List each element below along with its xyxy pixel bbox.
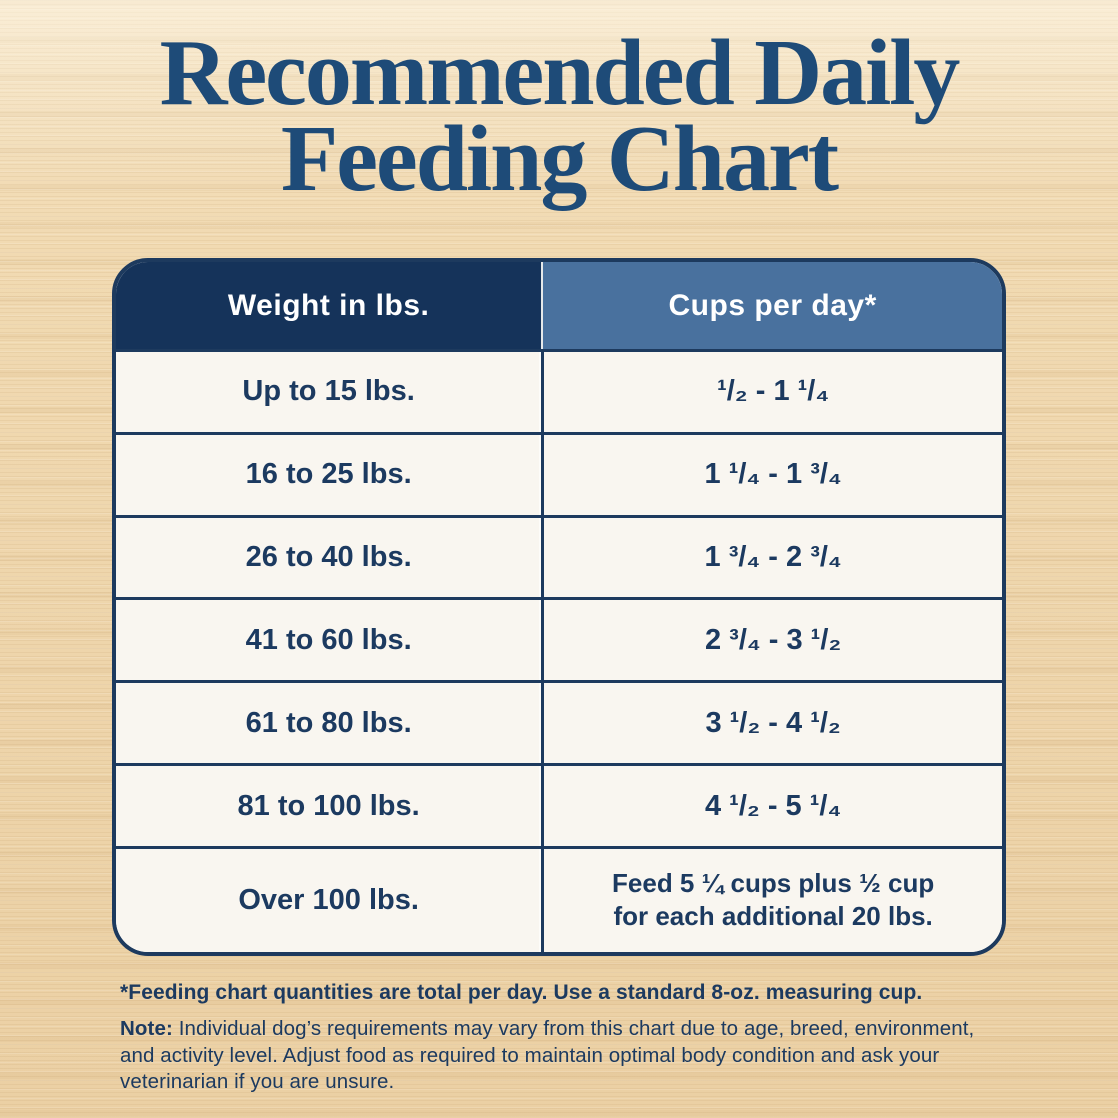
table-row: 81 to 100 lbs. 4 ¹/₂ - 5 ¹/₄	[116, 763, 1002, 846]
table-row: 16 to 25 lbs. 1 ¹/₄ - 1 ³/₄	[116, 431, 1002, 515]
footnotes: *Feeding chart quantities are total per …	[120, 981, 1006, 1096]
weight-cell: Over 100 lbs.	[116, 848, 545, 952]
cups-cell: 4 ¹/₂ - 5 ¹/₄	[544, 766, 1002, 846]
footnote-asterisk: *Feeding chart quantities are total per …	[120, 981, 923, 1004]
table-row: Up to 15 lbs. ¹/₂ - 1 ¹/₄	[116, 349, 1002, 432]
table-header-row: Weight in lbs. Cups per day*	[116, 262, 1002, 349]
table-row: 26 to 40 lbs. 1 ³/₄ - 2 ³/₄	[116, 514, 1002, 598]
weight-cell: 81 to 100 lbs.	[116, 766, 545, 846]
page-title-line-1: Recommended Daily	[159, 21, 961, 125]
cups-cell: 3 ¹/₂ - 4 ¹/₂	[544, 683, 1002, 764]
feeding-table: Weight in lbs. Cups per day* Up to 15 lb…	[112, 258, 1006, 956]
cups-cell: 1 ¹/₄ - 1 ³/₄	[544, 434, 1002, 515]
header-cell-weight: Weight in lbs.	[116, 262, 542, 349]
table-row: Over 100 lbs. Feed 5 ¼ cups plus ½ cup f…	[116, 845, 1002, 952]
note-text: Individual dog’s requirements may vary f…	[120, 1017, 975, 1094]
page-title: Recommended Daily Feeding Chart	[0, 21, 1118, 212]
table-row: 61 to 80 lbs. 3 ¹/₂ - 4 ¹/₂	[116, 680, 1002, 764]
footnote-note: Note: Individual dog’s requirements may …	[120, 1016, 1006, 1096]
header-cell-cups: Cups per day*	[541, 262, 1002, 349]
page-title-line-2: Feeding Chart	[280, 107, 839, 212]
cups-cell: 1 ³/₄ - 2 ³/₄	[544, 517, 1002, 598]
table-row: 41 to 60 lbs. 2 ³/₄ - 3 ¹/₂	[116, 597, 1002, 681]
cups-cell: 2 ³/₄ - 3 ¹/₂	[544, 600, 1002, 681]
weight-cell: 16 to 25 lbs.	[116, 434, 545, 515]
weight-cell: 26 to 40 lbs.	[116, 517, 545, 598]
weight-cell: 41 to 60 lbs.	[116, 600, 545, 681]
weight-cell: 61 to 80 lbs.	[116, 683, 545, 764]
note-label: Note:	[120, 1017, 173, 1040]
weight-cell: Up to 15 lbs.	[116, 352, 545, 432]
cups-cell: Feed 5 ¼ cups plus ½ cup for each additi…	[544, 848, 1002, 952]
cups-cell: ¹/₂ - 1 ¹/₄	[544, 352, 1002, 432]
